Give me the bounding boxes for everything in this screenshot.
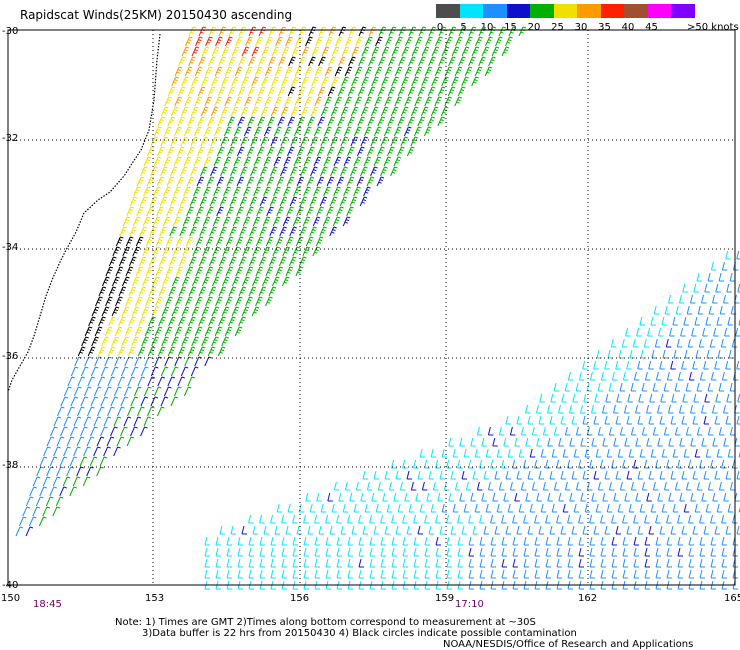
pass-time-right: 17:10: [455, 599, 484, 610]
lat-label-34: -34: [2, 242, 19, 253]
legend-tick-35: 35: [598, 22, 611, 33]
legend-tick-40: 40: [621, 22, 635, 33]
lon-label-159: 159: [435, 593, 455, 604]
legend-tick-10: 10: [480, 22, 494, 33]
lat-label-32: -32: [2, 133, 19, 144]
map-title: Rapidscat Winds(25KM) 20150430 ascending: [20, 8, 293, 22]
legend-tick-15: 15: [504, 22, 517, 33]
legend-swatch-8: [624, 4, 648, 18]
lat-label-40: -40: [2, 580, 19, 591]
lat-label-38: -38: [2, 460, 19, 471]
legend-swatch-6: [577, 4, 601, 18]
note-line-3: NOAA/NESDIS/Office of Research and Appli…: [443, 639, 694, 650]
lon-label-156: 156: [290, 593, 310, 604]
legend-tick-30: 30: [574, 22, 588, 33]
legend-swatch-9: [647, 4, 672, 18]
legend-swatch-10: [671, 4, 695, 18]
coastline: [7, 33, 161, 393]
note-line-1: Note: 1) Times are GMT 2)Times along bot…: [115, 617, 536, 628]
lat-label-30: -30: [2, 26, 19, 37]
legend-swatch-3: [506, 4, 531, 18]
legend-tick-20: 20: [527, 22, 541, 33]
lon-label-165: 165: [724, 593, 740, 604]
legend-swatch-4: [530, 4, 554, 18]
lat-label-36: -36: [2, 351, 19, 362]
lon-label-150: 150: [1, 593, 21, 604]
lon-label-162: 162: [578, 593, 598, 604]
legend-swatch-7: [600, 4, 625, 18]
lon-label-153: 153: [145, 593, 165, 604]
legend-tick-25: 25: [551, 22, 564, 33]
lat-lon-grid: [8, 30, 735, 585]
legend-swatch-5: [553, 4, 578, 18]
legend-unit-label: >50 knots: [687, 22, 739, 33]
map-frame: [7, 29, 736, 586]
wind-barbs: [15, 26, 740, 590]
legend-tick-0: 0: [436, 22, 444, 33]
legend-swatch-2: [483, 4, 507, 18]
note-line-2: 3)Data buffer is 22 hrs from 20150430 4)…: [142, 628, 577, 639]
legend-swatch-1: [459, 4, 484, 18]
legend-tick-45: 45: [645, 22, 658, 33]
legend-swatch-0: [436, 4, 460, 18]
pass-time-left: 18:45: [33, 599, 62, 610]
